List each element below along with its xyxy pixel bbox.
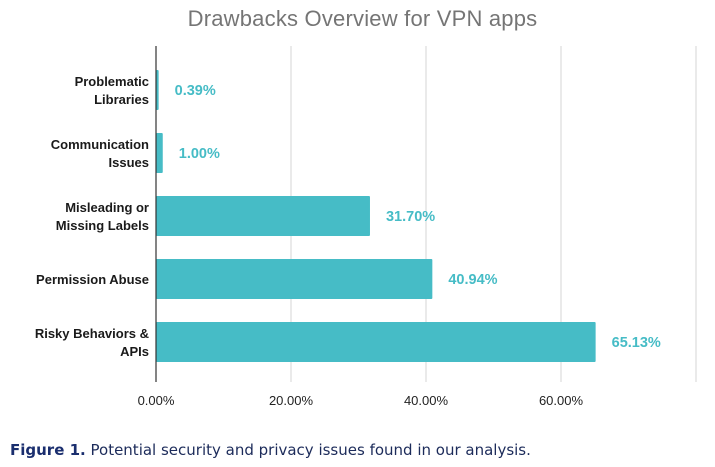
figure-caption: Figure 1. Potential security and privacy… xyxy=(10,441,531,459)
bar-chart: 0.39% 1.00% 31.70% 40.94% 65.13% Problematic L… xyxy=(35,46,697,408)
category-label: Problematic Libraries xyxy=(75,74,149,107)
x-tick-label: 60.00% xyxy=(539,393,584,408)
category-label: Communication Issues xyxy=(51,137,149,170)
caption-label: Figure 1. xyxy=(10,441,86,459)
x-tick-label: 40.00% xyxy=(404,393,449,408)
data-label: 31.70% xyxy=(386,209,435,225)
bar xyxy=(156,196,370,236)
chart-title: Drawbacks Overview for VPN apps xyxy=(187,6,538,31)
x-tick-label: 20.00% xyxy=(269,393,314,408)
data-label: 1.00% xyxy=(179,146,220,162)
category-label: Misleading or Missing Labels xyxy=(56,200,149,233)
bar xyxy=(156,259,433,299)
category-label: Permission Abuse xyxy=(36,272,149,287)
data-label: 65.13% xyxy=(612,335,661,351)
caption-text: Potential security and privacy issues fo… xyxy=(85,441,531,459)
data-label: 40.94% xyxy=(448,272,497,288)
bar xyxy=(156,70,159,110)
x-tick-label: 0.00% xyxy=(138,393,175,408)
bar xyxy=(156,133,163,173)
data-label: 0.39% xyxy=(175,83,216,99)
bar xyxy=(156,322,596,362)
category-label: Risky Behaviors & APIs xyxy=(35,326,149,359)
